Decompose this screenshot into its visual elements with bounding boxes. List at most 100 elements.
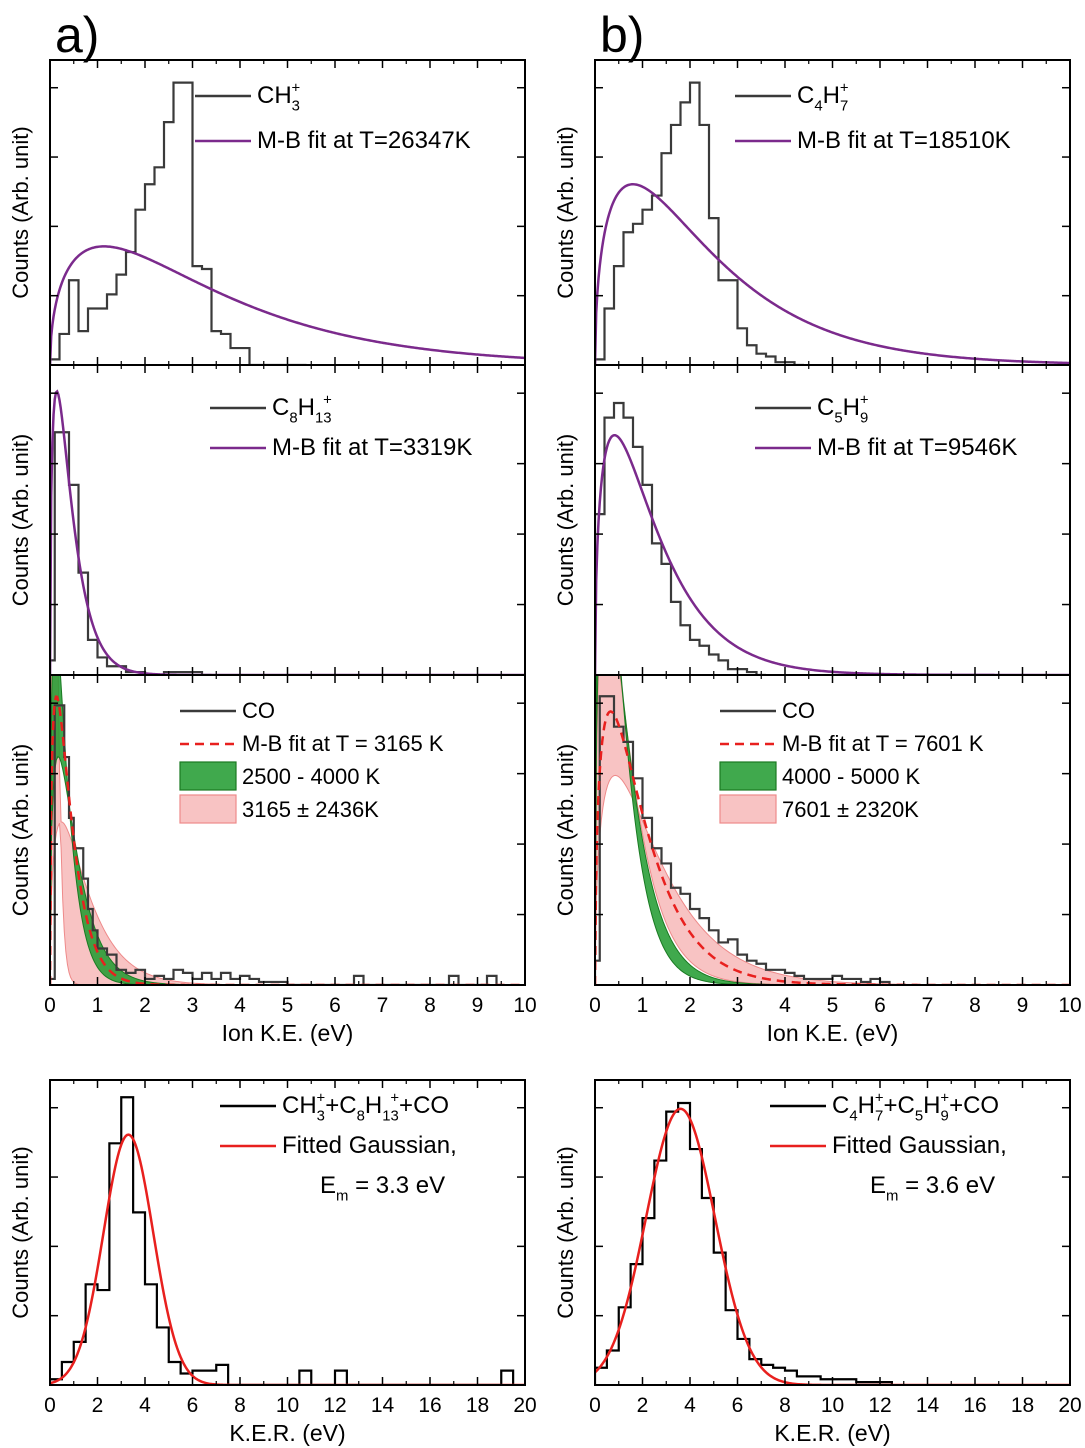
- legend-label-part: H: [843, 394, 860, 421]
- legend-swatch: [179, 794, 237, 824]
- legend-label: CH3 +: [257, 81, 300, 115]
- x-tick-label: 1: [637, 994, 649, 1017]
- x-tick-label: 20: [513, 1394, 536, 1417]
- legend-label-part: +C: [325, 1092, 356, 1119]
- chart-b1: Counts (Arb. unit) C4H7 + M-B fit at T=1851…: [553, 59, 1071, 366]
- legend-entry: 7601 ± 2320K: [719, 794, 919, 824]
- legend-label-part: H: [923, 1092, 940, 1119]
- legend-label-part: H: [365, 1092, 382, 1119]
- legend-label: C5H9 +: [817, 393, 869, 427]
- legend-label-part: CO: [782, 698, 815, 723]
- x-tick-label: 10: [276, 1394, 299, 1417]
- legend-label: C4H7 +: [797, 81, 849, 115]
- legend-entry: M-B fit at T = 3165 K: [180, 731, 444, 756]
- panel-b-label: b): [600, 7, 644, 63]
- histogram-series: [595, 1101, 893, 1385]
- legend-label: M-B fit at T = 7601 K: [782, 731, 984, 756]
- legend-label-part: 3: [292, 99, 300, 115]
- legend-label: M-B fit at T=9546K: [817, 434, 1017, 461]
- legend-label-part: 3165 ± 2436K: [242, 797, 379, 822]
- legend-entry: C4H7++C5H9++CO: [770, 1091, 999, 1125]
- legend-label-part: M-B fit at T=18510K: [797, 127, 1011, 154]
- legend-label-part: +: [940, 1091, 949, 1107]
- legend-label-part: m: [336, 1189, 348, 1205]
- legend-label: M-B fit at T = 3165 K: [242, 731, 444, 756]
- legend-label-part: = 3.6 eV: [898, 1172, 995, 1199]
- x-tick-label: 6: [187, 1394, 199, 1417]
- histogram-series: [595, 81, 804, 365]
- x-tick-label: 12: [868, 1394, 891, 1417]
- legend-label-part: 7: [875, 1109, 883, 1125]
- legend-label-part: M-B fit at T=3319K: [272, 434, 472, 461]
- legend-label: 3165 ± 2436K: [242, 797, 379, 822]
- legend-label-part: E: [320, 1172, 336, 1199]
- chart-b3: 0 1 2 3 4 5 6 7 8 9 10 Counts (Arb. unit) Ion K.E. (…: [553, 674, 1082, 1046]
- legend-label-part: Fitted Gaussian,: [832, 1132, 1007, 1159]
- x-tick-label: 4: [139, 1394, 151, 1417]
- mb-fit-curve: [595, 433, 1070, 675]
- legend-entry: C4H7 +: [735, 81, 849, 115]
- legend-entry: M-B fit at T=3319K: [210, 434, 472, 461]
- mb-fit-curve: [50, 245, 525, 365]
- legend-label-part: +: [860, 393, 869, 409]
- legend-entry: C5H9 +: [755, 393, 869, 427]
- legend-label: Fitted Gaussian,: [282, 1132, 457, 1159]
- legend-entry: CO: [180, 698, 275, 723]
- y-axis-label: Counts (Arb. unit): [553, 126, 578, 298]
- plot-area: [50, 1096, 525, 1385]
- legend-label-part: H: [823, 82, 840, 109]
- chart-a4: 0 2 4 6 8 10 12 14 16 18 20 Counts (Arb. unit) K.E.R…: [8, 1079, 537, 1446]
- x-tick-label: 14: [371, 1394, 395, 1417]
- plots-group: Counts (Arb. unit)CH3+M-B fit at T=26347…: [8, 59, 1082, 1446]
- gaussian-fit-curve: [50, 1133, 525, 1385]
- legend-label-part: 13: [382, 1109, 399, 1125]
- histogram-series: [50, 81, 307, 365]
- histogram-series: [50, 1096, 515, 1385]
- y-axis-label: Counts (Arb. unit): [553, 1146, 578, 1318]
- legend-label-part: +: [317, 1091, 326, 1107]
- y-axis-label: Counts (Arb. unit): [8, 434, 33, 606]
- x-tick-label: 4: [779, 994, 791, 1017]
- y-axis-label: Counts (Arb. unit): [8, 744, 33, 916]
- mb-fit-curve: [50, 695, 525, 985]
- legend-entry: C8H13 +: [210, 393, 332, 427]
- legend-label-part: 8: [357, 1109, 365, 1125]
- legend-label: CO: [782, 698, 815, 723]
- x-tick-label: 0: [589, 1394, 601, 1417]
- x-tick-label: 18: [466, 1394, 489, 1417]
- legend-label-part: +: [390, 1091, 399, 1107]
- legend-entry: M-B fit at T=9546K: [755, 434, 1017, 461]
- legend-label-part: CH: [282, 1092, 317, 1119]
- legend-entry: Em = 3.3 eV: [320, 1172, 445, 1205]
- legend-label-part: 9: [941, 1109, 949, 1125]
- x-tick-label: 7: [377, 994, 389, 1017]
- legend-entry: Em = 3.6 eV: [870, 1172, 995, 1205]
- legend-label-part: 8: [289, 411, 297, 427]
- legend-label-part: 4: [814, 99, 822, 115]
- legend-label-part: C: [832, 1092, 849, 1119]
- plot-frame: [49, 674, 526, 986]
- legend-label-part: M-B fit at T = 7601 K: [782, 731, 984, 756]
- legend-label: M-B fit at T=26347K: [257, 127, 471, 154]
- legend-label-part: 9: [860, 411, 868, 427]
- x-axis-label: K.E.R. (eV): [229, 1420, 345, 1446]
- legend-label-part: CO: [242, 698, 275, 723]
- legend-label-part: 3: [317, 1109, 325, 1125]
- x-tick-label: 9: [472, 994, 484, 1017]
- x-tick-label: 0: [44, 1394, 56, 1417]
- legend-entry: CO: [720, 698, 815, 723]
- legend-label: 2500 - 4000 K: [242, 764, 381, 789]
- legend-swatch: [719, 761, 777, 791]
- x-tick-label: 3: [187, 994, 199, 1017]
- x-tick-label: 9: [1017, 994, 1029, 1017]
- y-axis-label: Counts (Arb. unit): [8, 1146, 33, 1318]
- x-tick-label: 6: [732, 1394, 744, 1417]
- legend-entry: 4000 - 5000 K: [719, 761, 921, 791]
- legend-entry: M-B fit at T=26347K: [195, 127, 471, 154]
- x-axis-label: Ion K.E. (eV): [767, 1020, 899, 1046]
- histogram-series: [50, 431, 212, 675]
- legend-label-part: 5: [915, 1109, 923, 1125]
- chart-a3: 0 1 2 3 4 5 6 7 8 9 10 Counts (Arb. unit) Ion K.E. (…: [8, 674, 537, 1046]
- x-tick-label: 4: [234, 994, 246, 1017]
